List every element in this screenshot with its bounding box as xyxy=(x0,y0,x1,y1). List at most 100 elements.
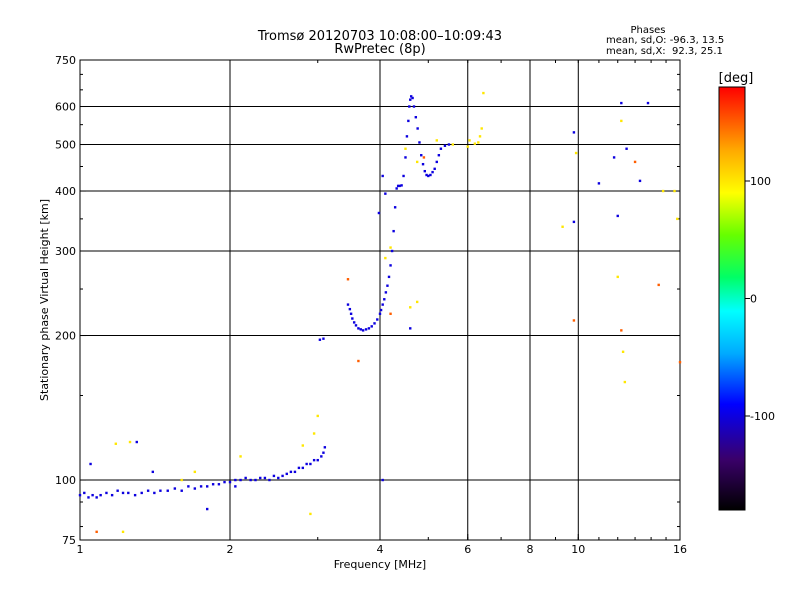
data-point xyxy=(377,211,381,215)
data-point xyxy=(376,318,379,321)
data-point xyxy=(437,154,441,157)
data-point xyxy=(309,512,312,516)
data-point xyxy=(466,145,469,148)
data-point xyxy=(151,470,155,474)
data-point xyxy=(217,483,221,486)
data-point xyxy=(205,485,209,488)
data-point xyxy=(407,119,410,123)
data-point xyxy=(418,141,421,144)
data-point xyxy=(404,156,407,159)
data-point xyxy=(352,321,356,324)
data-point xyxy=(187,485,190,488)
data-point xyxy=(346,278,350,281)
data-point xyxy=(293,470,297,474)
data-point xyxy=(673,189,676,193)
data-point xyxy=(254,478,257,482)
data-point xyxy=(443,144,447,147)
data-point xyxy=(268,478,271,482)
data-point xyxy=(263,476,267,480)
data-point xyxy=(346,303,350,306)
data-point xyxy=(657,283,660,287)
data-point xyxy=(205,507,209,511)
data-point xyxy=(78,493,82,497)
data-point xyxy=(422,156,426,159)
data-point xyxy=(620,329,623,332)
data-point xyxy=(473,142,477,145)
data-point xyxy=(211,483,215,486)
data-point xyxy=(322,337,325,340)
y-axis-label: Stationary phase Virtual Height [km] xyxy=(38,199,51,401)
data-point xyxy=(383,298,386,301)
x-tick-label: 6 xyxy=(464,543,471,556)
data-point xyxy=(381,478,384,482)
data-point xyxy=(121,491,125,495)
data-point xyxy=(433,167,436,171)
data-point xyxy=(416,127,419,130)
data-point xyxy=(415,160,419,164)
chart-title: Tromsø 20120703 10:08:00–10:09:43 xyxy=(257,29,502,44)
data-point xyxy=(116,489,119,492)
data-point xyxy=(468,139,471,142)
colorbar-label: [deg] xyxy=(719,71,754,86)
data-point xyxy=(379,308,383,312)
data-point xyxy=(381,174,384,178)
grid-lines xyxy=(80,60,680,540)
data-point xyxy=(301,444,305,447)
data-points xyxy=(78,91,682,534)
data-point xyxy=(398,184,401,188)
data-point xyxy=(415,300,419,304)
data-point xyxy=(370,325,373,328)
data-point xyxy=(572,220,576,224)
data-point xyxy=(349,312,353,315)
data-point xyxy=(381,303,384,306)
data-point xyxy=(447,143,451,146)
data-point xyxy=(616,214,619,218)
data-point xyxy=(289,470,293,474)
data-point xyxy=(354,324,358,327)
data-point xyxy=(146,489,150,492)
data-point xyxy=(390,249,394,253)
data-point xyxy=(409,306,412,309)
data-point xyxy=(114,442,118,445)
data-point xyxy=(411,96,414,100)
y-tick-label: 200 xyxy=(55,330,76,343)
data-point xyxy=(384,291,388,294)
data-point xyxy=(135,440,138,444)
data-point xyxy=(318,338,322,341)
data-point xyxy=(285,472,288,476)
data-point xyxy=(638,179,642,183)
data-point xyxy=(633,160,637,164)
y-tick-label: 75 xyxy=(62,534,76,547)
stats-o-line: mean, sd,O: -96.3, 13.5 xyxy=(606,35,724,46)
data-point xyxy=(612,156,616,159)
data-point xyxy=(239,455,242,458)
data-point xyxy=(373,322,376,325)
data-point xyxy=(384,256,387,260)
data-point xyxy=(478,135,482,138)
data-point xyxy=(323,446,327,449)
data-point xyxy=(166,489,169,492)
data-point xyxy=(312,458,316,462)
data-point xyxy=(199,485,203,488)
y-tick-label: 600 xyxy=(55,101,76,114)
data-point xyxy=(597,182,601,185)
y-tick-label: 300 xyxy=(55,245,76,258)
data-point xyxy=(180,489,183,492)
data-point xyxy=(409,98,412,101)
x-tick-label: 10 xyxy=(571,543,585,556)
data-point xyxy=(95,530,98,534)
data-point xyxy=(121,530,125,534)
data-point xyxy=(409,327,412,330)
data-point xyxy=(623,380,627,384)
data-point xyxy=(159,489,162,492)
data-point xyxy=(425,173,428,177)
data-point xyxy=(435,139,438,142)
data-point xyxy=(128,440,132,444)
data-point xyxy=(421,162,425,166)
y-tick-label: 750 xyxy=(55,54,76,67)
data-point xyxy=(249,478,252,482)
data-point xyxy=(180,478,183,482)
data-point xyxy=(646,101,650,105)
data-point xyxy=(616,275,619,279)
